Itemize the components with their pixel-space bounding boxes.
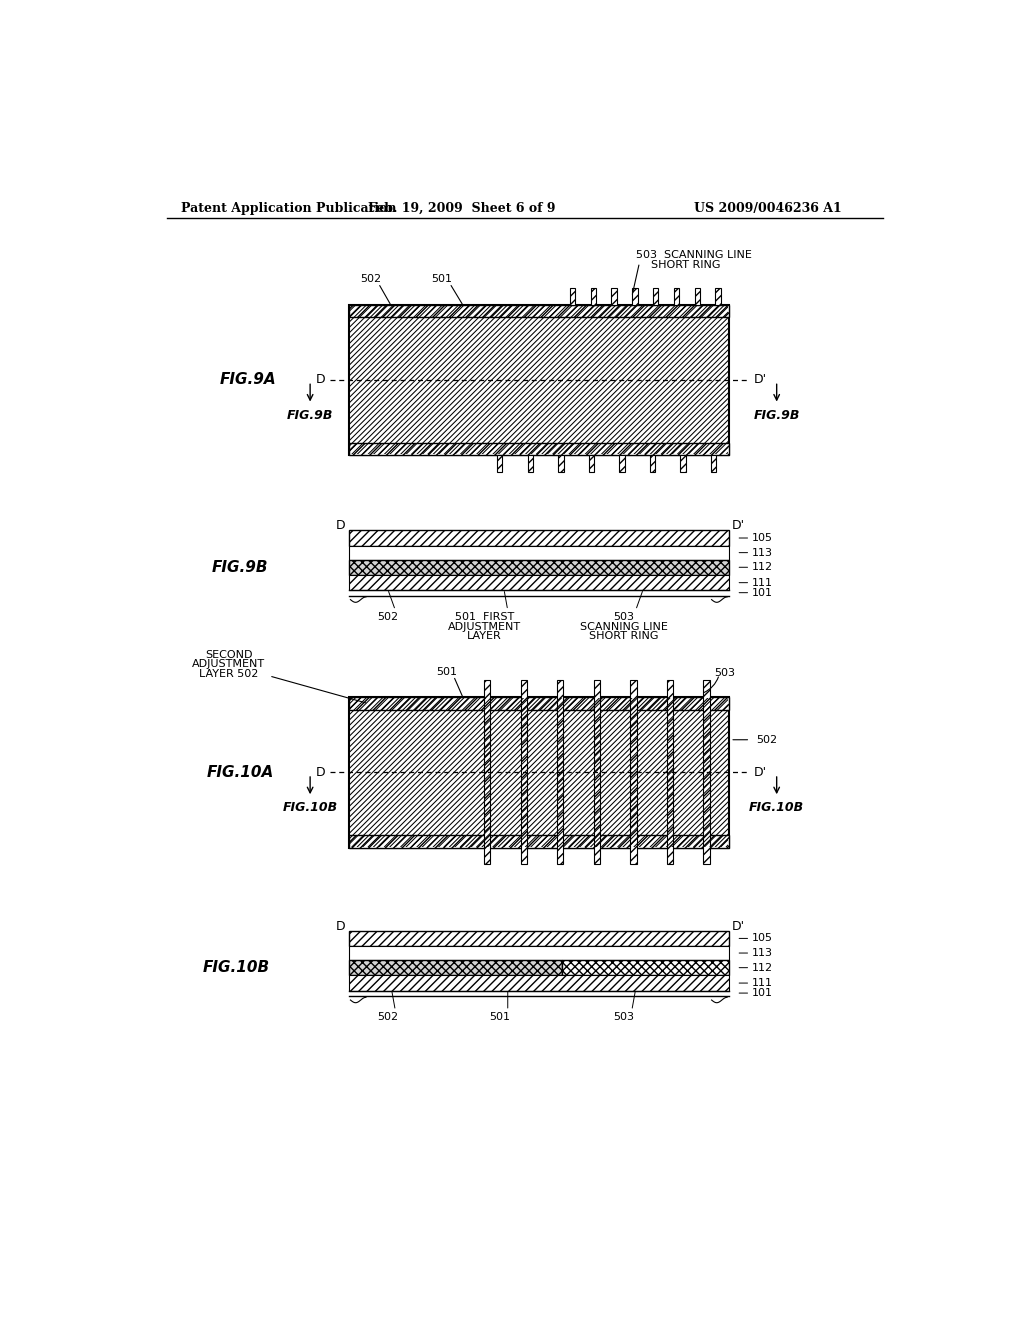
Bar	[632, 288, 638, 305]
Text: D: D	[336, 920, 346, 933]
Text: 501: 501	[436, 667, 457, 677]
Bar	[589, 455, 594, 471]
Bar	[497, 455, 503, 471]
Bar	[349, 697, 729, 710]
Text: 112: 112	[752, 962, 773, 973]
Text: 502: 502	[360, 275, 381, 284]
Bar	[349, 931, 729, 946]
Bar	[527, 455, 532, 471]
Text: FIG.10B: FIG.10B	[203, 960, 270, 975]
Text: 503: 503	[613, 611, 635, 622]
Bar	[680, 455, 685, 471]
Bar	[649, 455, 655, 471]
Text: D: D	[316, 374, 326, 387]
Text: LAYER 502: LAYER 502	[199, 668, 258, 678]
Text: LAYER: LAYER	[467, 631, 502, 640]
Text: 113: 113	[752, 948, 773, 958]
Text: FIG.9B: FIG.9B	[754, 409, 800, 421]
Bar	[349, 836, 729, 847]
Bar	[674, 288, 679, 305]
Text: ADJUSTMENT: ADJUSTMENT	[447, 622, 521, 631]
Bar	[667, 681, 673, 865]
Bar	[349, 545, 729, 560]
Text: FIG.10B: FIG.10B	[283, 801, 338, 814]
Bar	[611, 288, 616, 305]
Text: 501: 501	[489, 1012, 511, 1022]
Text: 502: 502	[377, 611, 398, 622]
Bar	[557, 681, 563, 865]
Text: 101: 101	[752, 989, 773, 998]
Text: 105: 105	[752, 533, 773, 543]
Text: ADJUSTMENT: ADJUSTMENT	[193, 659, 265, 669]
Text: 101: 101	[752, 587, 773, 598]
Text: 503  SCANNING LINE: 503 SCANNING LINE	[636, 249, 752, 260]
Bar	[349, 960, 562, 975]
Text: FIG.10B: FIG.10B	[750, 801, 804, 814]
Bar	[520, 681, 527, 865]
Text: 502: 502	[377, 1012, 398, 1022]
Text: 503: 503	[613, 1012, 635, 1022]
Bar	[569, 288, 575, 305]
Bar	[562, 960, 729, 975]
Text: Patent Application Publication: Patent Application Publication	[180, 202, 396, 215]
Text: 503: 503	[715, 668, 735, 677]
Bar	[711, 455, 716, 471]
Text: FIG.9B: FIG.9B	[287, 409, 334, 421]
Text: D: D	[316, 766, 326, 779]
Text: 501: 501	[431, 275, 453, 284]
Text: SHORT RING: SHORT RING	[651, 260, 721, 271]
Text: D: D	[336, 519, 346, 532]
Bar	[349, 698, 728, 847]
Text: Feb. 19, 2009  Sheet 6 of 9: Feb. 19, 2009 Sheet 6 of 9	[368, 202, 555, 215]
Text: SECOND: SECOND	[205, 649, 253, 660]
Bar	[349, 697, 729, 847]
Bar	[558, 455, 563, 471]
Bar	[349, 975, 729, 991]
Bar	[484, 681, 490, 865]
Text: 105: 105	[752, 933, 773, 944]
Bar	[716, 288, 721, 305]
Bar	[653, 288, 658, 305]
Text: 501  FIRST: 501 FIRST	[455, 611, 514, 622]
Text: 502: 502	[756, 735, 777, 744]
Bar	[694, 288, 700, 305]
Bar	[349, 576, 729, 590]
Bar	[349, 946, 729, 960]
Text: D': D'	[732, 519, 744, 532]
Text: US 2009/0046236 A1: US 2009/0046236 A1	[693, 202, 842, 215]
Text: SCANNING LINE: SCANNING LINE	[580, 622, 668, 631]
Text: D': D'	[754, 374, 767, 387]
Text: 111: 111	[752, 978, 773, 989]
Bar	[594, 681, 600, 865]
Text: D': D'	[754, 766, 767, 779]
Text: 113: 113	[752, 548, 773, 557]
Bar	[703, 681, 710, 865]
Bar	[349, 560, 729, 576]
Bar	[631, 681, 637, 865]
Text: D': D'	[732, 920, 744, 933]
Bar	[349, 305, 729, 317]
Bar	[349, 531, 729, 545]
Text: SHORT RING: SHORT RING	[589, 631, 658, 640]
Text: FIG.10A: FIG.10A	[207, 766, 274, 780]
Text: 111: 111	[752, 578, 773, 587]
Text: FIG.9B: FIG.9B	[212, 560, 268, 574]
Text: FIG.9A: FIG.9A	[220, 372, 276, 387]
Bar	[620, 455, 625, 471]
Bar	[591, 288, 596, 305]
Bar	[349, 305, 728, 454]
Bar	[349, 442, 729, 455]
Bar	[349, 305, 729, 455]
Text: 112: 112	[752, 562, 773, 573]
